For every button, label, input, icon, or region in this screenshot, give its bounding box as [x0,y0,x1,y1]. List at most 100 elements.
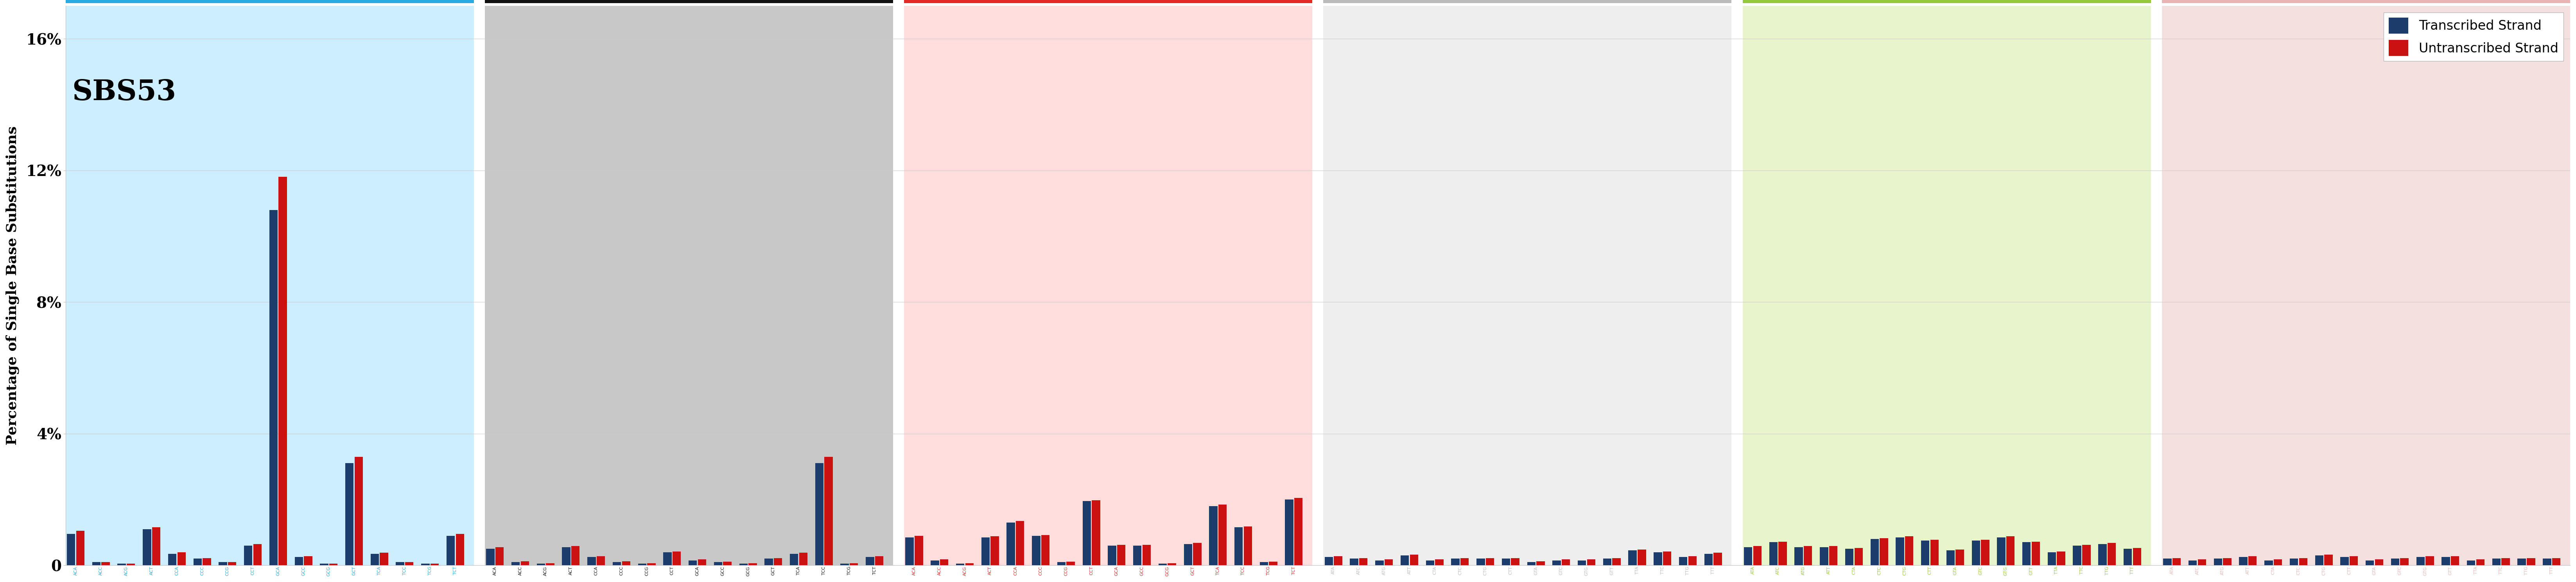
Bar [245,545,252,565]
Bar [2476,559,2483,565]
Bar [688,560,698,565]
Bar [100,562,111,565]
Bar [2099,544,2107,565]
Bar [966,563,974,565]
Bar [2223,558,2231,565]
Bar [1803,546,1811,565]
Bar [750,563,757,565]
Bar [2427,556,2434,565]
Bar [2491,559,2501,565]
Bar [1360,558,1368,565]
Bar [1007,523,1015,565]
Bar [2022,542,2030,565]
Bar [1324,557,1332,565]
Bar [1502,559,1510,565]
Bar [2365,560,2375,565]
Bar [1577,560,1587,565]
Text: SBS53: SBS53 [72,78,175,106]
Bar [1208,506,1218,565]
Bar [824,457,832,565]
Bar [2468,560,2476,565]
Bar [1777,542,1788,565]
Bar [1056,562,1066,565]
Bar [1461,558,1468,565]
Bar [1754,546,1762,565]
Bar [1041,535,1048,565]
Bar [2123,549,2133,565]
Bar [2316,555,2324,565]
Bar [67,534,75,565]
Bar [536,563,546,565]
Bar [1528,562,1535,565]
Bar [93,562,100,565]
Bar [546,563,554,565]
Bar [2172,558,2182,565]
Bar [1450,559,1461,565]
Bar [1092,500,1100,565]
Bar [956,563,963,565]
Bar [1376,560,1383,565]
Bar [1880,538,1888,565]
Bar [791,553,799,565]
Bar [562,547,569,565]
Bar [330,563,337,565]
Bar [397,562,404,565]
Bar [2161,6,2571,565]
Bar [598,556,605,565]
Bar [1324,6,1731,565]
Bar [621,561,631,565]
Bar [1383,559,1394,565]
Bar [914,535,922,565]
Bar [2190,560,2197,565]
Bar [572,546,580,565]
Bar [647,563,654,565]
Bar [2375,559,2383,565]
Bar [456,534,464,565]
Bar [2527,558,2535,565]
Bar [814,463,824,565]
Bar [904,6,1311,565]
Bar [1687,556,1698,565]
Y-axis label: Percentage of Single Base Substitutions: Percentage of Single Base Substitutions [5,126,21,445]
Bar [2391,559,2398,565]
Bar [167,553,175,565]
Bar [1713,553,1721,565]
Bar [1654,552,1662,565]
Bar [193,559,201,565]
Bar [981,537,989,565]
Bar [77,531,85,565]
Bar [2107,543,2115,565]
Bar [930,560,940,565]
Bar [1270,562,1278,565]
Bar [252,544,263,565]
Bar [2543,559,2550,565]
Bar [1350,559,1358,565]
Bar [304,556,312,565]
Bar [1680,557,1687,565]
Bar [2133,548,2141,565]
Bar [613,562,621,565]
Bar [2007,536,2014,565]
Bar [1015,521,1025,565]
Bar [1244,527,1252,565]
Bar [1971,541,1981,565]
Bar [1159,563,1167,565]
Bar [1108,545,1115,565]
Bar [2324,555,2334,565]
Bar [1260,562,1267,565]
Bar [1486,558,1494,565]
Bar [992,536,999,565]
Bar [2450,556,2460,565]
Bar [152,527,160,565]
Bar [2081,545,2092,565]
Bar [1981,540,1989,565]
Bar [765,559,773,565]
Bar [2298,558,2308,565]
Bar [1409,555,1419,565]
Bar [1118,545,1126,565]
Bar [1770,542,1777,565]
Bar [2032,542,2040,565]
Bar [1744,547,1752,565]
Bar [2290,559,2298,565]
Bar [1996,537,2004,565]
